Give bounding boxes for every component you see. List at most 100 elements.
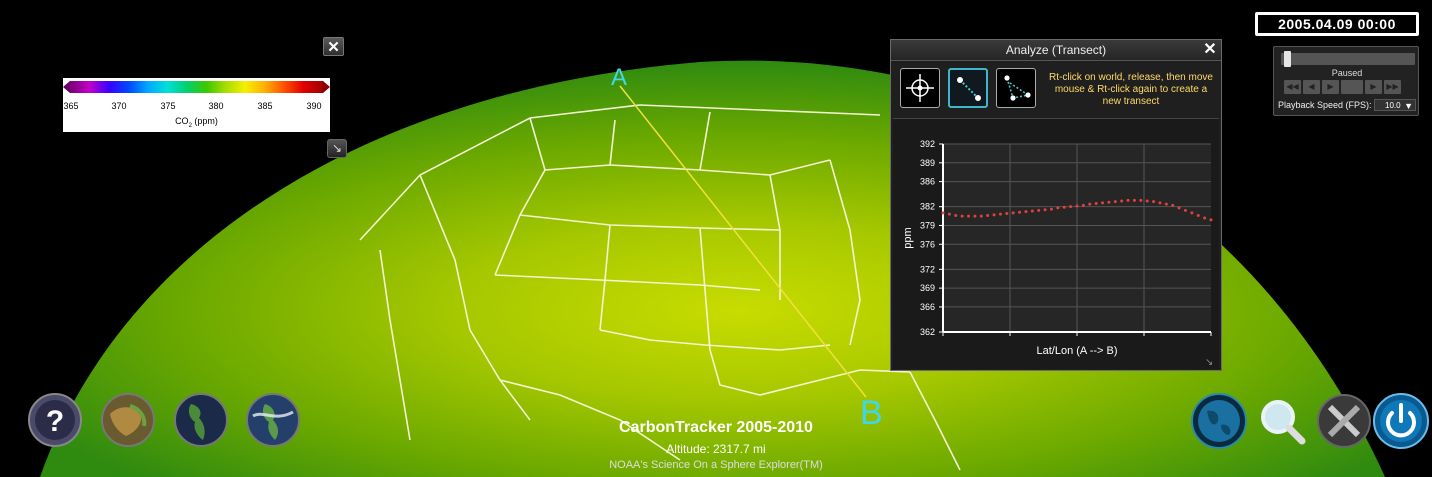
data-point [1094, 202, 1098, 206]
y-tick-label: 389 [920, 158, 935, 168]
globe-button[interactable] [1191, 393, 1247, 449]
data-point [1190, 211, 1194, 215]
skip-end-icon[interactable]: ▶▶ [1384, 80, 1401, 94]
colorbar-gradient [70, 81, 323, 93]
data-point [1203, 216, 1207, 220]
data-point [1177, 206, 1181, 210]
data-point [1171, 203, 1175, 207]
y-axis-label: ppm [902, 227, 914, 248]
globe-icon [1191, 393, 1247, 449]
colorbar-tick: 370 [111, 101, 127, 111]
playback-panel: Paused ◀◀ ◀ ▶ ▶ ▶▶ Playback Speed (FPS):… [1273, 46, 1419, 116]
stop-icon[interactable] [1341, 80, 1363, 94]
earth-americas-icon [174, 393, 228, 447]
data-point [947, 212, 951, 216]
y-tick-label: 369 [920, 283, 935, 293]
dataset-button[interactable] [100, 392, 156, 448]
data-point [1069, 205, 1073, 209]
data-point [1145, 199, 1149, 203]
x-axis-label: Lat/Lon (A --> B) [1036, 345, 1117, 357]
colorbar-close-button[interactable]: ✕ [323, 37, 344, 56]
earth-clouds-icon [246, 393, 300, 447]
colorbar-tick: 375 [160, 101, 176, 111]
data-point [1043, 208, 1047, 212]
tools-icon [1317, 394, 1371, 448]
altitude-readout: Altitude: 2317.7 mi [666, 442, 766, 456]
marker-a: A [611, 64, 627, 91]
y-tick-label: 386 [920, 177, 935, 187]
colorbar-legend: 365 370 375 380 385 390 CO2 (ppm) [63, 78, 330, 132]
path-icon [1004, 75, 1031, 101]
path-button[interactable] [996, 68, 1036, 108]
data-point [954, 213, 958, 217]
dropdown-arrow-icon: ▼ [1404, 101, 1413, 111]
data-point [1075, 204, 1079, 208]
data-point [1196, 213, 1200, 217]
point-probe-button[interactable] [900, 68, 940, 108]
data-point [1005, 212, 1009, 216]
data-point [992, 213, 996, 217]
skip-start-icon[interactable]: ◀◀ [1284, 80, 1301, 94]
data-point [1139, 198, 1143, 202]
data-point [1158, 201, 1162, 205]
data-point [1120, 199, 1124, 203]
analyze-panel: Analyze (Transect) ✕ Rt-click on world, … [890, 39, 1222, 371]
data-point [960, 214, 964, 218]
credit-line: NOAA's Science On a Sphere Explorer(TM) [609, 459, 823, 471]
colorbar-unit: CO2 (ppm) [175, 116, 218, 129]
data-point [1107, 200, 1111, 204]
y-tick-label: 392 [920, 139, 935, 149]
step-forward-icon[interactable]: ▶ [1365, 80, 1382, 94]
data-point [1081, 203, 1085, 207]
data-point [1132, 198, 1136, 202]
search-button[interactable] [1254, 393, 1310, 449]
y-tick-label: 372 [920, 264, 935, 274]
data-point [1126, 198, 1130, 202]
power-button[interactable] [1373, 393, 1429, 449]
data-point [1101, 201, 1105, 205]
colorbar-left-arrow [63, 81, 70, 93]
playback-state: Paused [1331, 68, 1363, 78]
transect-button[interactable] [948, 68, 988, 108]
y-tick-label: 362 [920, 327, 935, 337]
data-point [1056, 206, 1060, 210]
data-point [973, 214, 977, 218]
power-icon [1373, 393, 1429, 449]
data-point [1088, 202, 1092, 206]
data-point [998, 212, 1002, 216]
search-icon [1261, 400, 1306, 445]
transect-chart: 362 366 369 372 376 379 382 386 389 392 Lat/Lon (A… [902, 139, 1213, 368]
timeline-slider[interactable] [1281, 53, 1415, 65]
colorbar-tick: 390 [306, 101, 322, 111]
data-point [979, 214, 983, 218]
colorbar-tick: 380 [208, 101, 224, 111]
data-point [967, 214, 971, 218]
playback-speed-select[interactable]: 10.0 ▼ [1374, 99, 1416, 111]
data-point [1011, 211, 1015, 215]
step-back-icon[interactable]: ◀ [1303, 80, 1320, 94]
data-point [1113, 200, 1117, 204]
timeline-slider-knob[interactable] [1283, 51, 1291, 67]
help-button[interactable]: ? [27, 392, 83, 448]
marker-b: B [860, 394, 883, 432]
tools-button[interactable] [1316, 393, 1372, 449]
data-point [1164, 202, 1168, 206]
transect-hint: Rt-click on world, release, then move mo… [1049, 72, 1213, 107]
data-point [1209, 218, 1213, 222]
point-probe-icon [906, 74, 934, 102]
dataset-title: CarbonTracker 2005-2010 [619, 419, 813, 436]
earth-dataset-icon [101, 393, 155, 447]
colorbar-resize-icon[interactable]: ↘ [327, 139, 347, 158]
svg-text:?: ? [46, 405, 64, 438]
data-point [986, 213, 990, 217]
layers-button[interactable] [245, 392, 301, 448]
data-point [1037, 208, 1041, 212]
panel-resize-icon: ↘ [1205, 357, 1213, 368]
analyze-close-button[interactable]: ✕ [1203, 41, 1217, 58]
y-tick-label: 379 [920, 220, 935, 230]
data-point [1062, 205, 1066, 209]
play-icon[interactable]: ▶ [1322, 80, 1339, 94]
globe-view-button[interactable] [173, 392, 229, 448]
transect-icon [957, 77, 981, 101]
y-tick-label: 382 [920, 202, 935, 212]
